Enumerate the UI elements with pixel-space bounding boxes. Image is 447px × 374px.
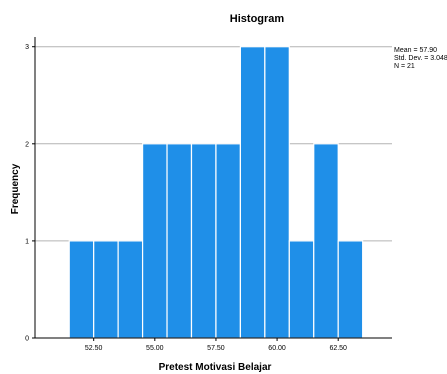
histogram-bar [239,46,266,339]
stats-line: Mean = 57.90 [394,47,437,54]
x-tick-label: 52.50 [85,345,103,352]
histogram-bar [190,143,217,339]
tick-labels: 0 1 2 3 52.50 55.00 57.50 60.00 62.50 [25,44,347,352]
x-tick-label: 60.00 [268,345,286,352]
histogram-bar [215,143,241,339]
histogram-bar [141,143,168,339]
histogram-bar [288,240,315,339]
histogram-bar [313,143,339,339]
y-tick-label: 2 [25,141,29,148]
x-axis-title: Pretest Motivasi Belajar [159,362,272,373]
x-tick-label: 57.50 [207,345,225,352]
histogram-bar [93,240,119,339]
histogram-bar [337,240,364,339]
y-tick-label: 1 [25,238,29,245]
stats-line: N = 21 [394,63,415,70]
x-tick-label: 62.50 [329,345,347,352]
histogram-bar [166,143,193,339]
x-tick-label: 55.00 [146,345,164,352]
histogram-bar [117,240,144,339]
histogram-bar [68,240,95,339]
histogram-bar [264,46,290,339]
bars [68,46,364,339]
y-tick-label: 3 [25,44,29,51]
stats-line: Std. Dev. = 3.048 [394,55,447,62]
axes [32,37,392,341]
y-axis-title: Frequency [10,163,21,214]
y-tick-label: 0 [25,336,29,343]
chart-title: Histogram [230,13,285,25]
